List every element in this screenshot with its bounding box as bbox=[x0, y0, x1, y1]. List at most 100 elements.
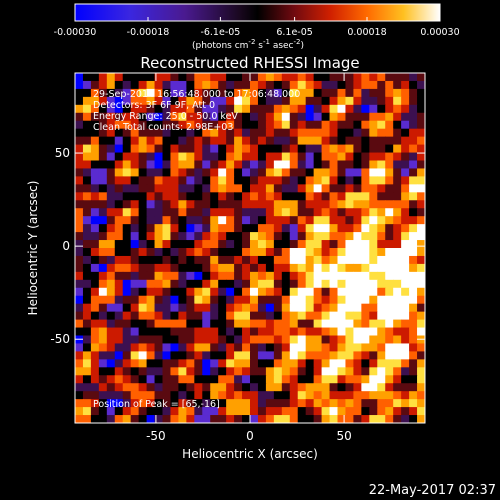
heatmap-cell bbox=[202, 359, 211, 368]
heatmap-cell bbox=[265, 192, 275, 201]
heatmap-cell bbox=[202, 112, 211, 122]
heatmap-cell bbox=[265, 136, 275, 146]
heatmap-cell bbox=[281, 184, 291, 193]
heatmap-cell bbox=[273, 335, 283, 345]
heatmap-cell bbox=[106, 144, 116, 154]
heatmap-cell bbox=[122, 144, 132, 154]
heatmap-cell bbox=[170, 80, 180, 90]
heatmap-cell bbox=[178, 351, 187, 360]
y-tick-label: 0 bbox=[62, 239, 70, 253]
heatmap-cell bbox=[170, 415, 180, 423]
heatmap-cell bbox=[75, 168, 84, 178]
heatmap-cell bbox=[98, 287, 108, 297]
heatmap-cell bbox=[98, 343, 108, 353]
heatmap-cell bbox=[337, 80, 347, 90]
heatmap-cell bbox=[401, 152, 410, 162]
heatmap-cell bbox=[250, 279, 259, 289]
heatmap-cell bbox=[361, 311, 370, 321]
heatmap-cell bbox=[337, 73, 347, 82]
heatmap-cell bbox=[226, 335, 235, 345]
heatmap-cell bbox=[202, 232, 211, 241]
heatmap-cell bbox=[321, 136, 331, 146]
heatmap-cell bbox=[313, 263, 323, 273]
heatmap-cell bbox=[90, 391, 100, 400]
heatmap-cell bbox=[409, 73, 418, 82]
heatmap-cell bbox=[210, 176, 219, 185]
heatmap-cell bbox=[154, 176, 164, 185]
heatmap-cell bbox=[329, 399, 339, 408]
heatmap-cell bbox=[281, 303, 291, 313]
heatmap-cell bbox=[273, 152, 283, 162]
heatmap-cell bbox=[154, 73, 164, 82]
heatmap-cell bbox=[257, 399, 267, 408]
heatmap-cell bbox=[353, 240, 362, 249]
heatmap-cell bbox=[90, 367, 100, 376]
heatmap-cell bbox=[361, 152, 370, 162]
heatmap-cell bbox=[138, 88, 148, 98]
heatmap-cell bbox=[106, 367, 116, 376]
heatmap-cell bbox=[345, 311, 355, 321]
heatmap-cell bbox=[98, 359, 108, 368]
heatmap-cell bbox=[345, 136, 355, 146]
heatmap-cell bbox=[393, 407, 402, 416]
heatmap-cell bbox=[226, 375, 235, 384]
heatmap-cell bbox=[345, 287, 355, 297]
heatmap-cell bbox=[242, 88, 251, 98]
heatmap-cell bbox=[162, 104, 172, 114]
heatmap-cell bbox=[82, 176, 92, 185]
heatmap-cell bbox=[210, 80, 219, 90]
heatmap-cell bbox=[329, 184, 339, 193]
heatmap-cell bbox=[75, 152, 84, 162]
heatmap-cell bbox=[409, 136, 418, 146]
heatmap-cell bbox=[321, 319, 331, 329]
heatmap-cell bbox=[170, 311, 180, 321]
heatmap-cell bbox=[226, 359, 235, 368]
heatmap-cell bbox=[369, 216, 378, 225]
heatmap-cell bbox=[202, 367, 211, 376]
heatmap-cell bbox=[265, 343, 275, 353]
heatmap-cell bbox=[305, 88, 315, 98]
heatmap-cell bbox=[82, 271, 92, 281]
heatmap-cell bbox=[409, 224, 418, 233]
heatmap-cell bbox=[385, 240, 394, 249]
heatmap-cell bbox=[82, 112, 92, 122]
heatmap-cell bbox=[361, 399, 370, 408]
heatmap-cell bbox=[289, 263, 299, 273]
heatmap-cell bbox=[385, 351, 394, 360]
heatmap-cell bbox=[154, 216, 164, 225]
heatmap-cell bbox=[210, 375, 219, 384]
heatmap-cell bbox=[265, 152, 275, 162]
heatmap-cell bbox=[369, 152, 378, 162]
heatmap-cell bbox=[170, 224, 180, 233]
heatmap-cell bbox=[305, 104, 315, 114]
heatmap-cell bbox=[250, 383, 259, 392]
heatmap-cell bbox=[154, 359, 164, 368]
heatmap-cell bbox=[409, 335, 418, 345]
heatmap-cell bbox=[90, 176, 100, 185]
heatmap-cell bbox=[146, 248, 156, 257]
heatmap-cell bbox=[273, 343, 283, 353]
heatmap-cell bbox=[242, 160, 251, 170]
heatmap-cell bbox=[353, 303, 362, 313]
heatmap-cell bbox=[210, 279, 219, 289]
heatmap-cell bbox=[281, 152, 291, 162]
heatmap-cell bbox=[178, 232, 187, 241]
heatmap-cell bbox=[337, 176, 347, 185]
heatmap-cell bbox=[170, 160, 180, 170]
heatmap-cell bbox=[234, 391, 243, 400]
heatmap-cell bbox=[202, 176, 211, 185]
heatmap-cell bbox=[297, 279, 307, 289]
heatmap-cell bbox=[194, 73, 203, 82]
heatmap-cell bbox=[361, 168, 370, 178]
heatmap-cell bbox=[369, 248, 378, 257]
heatmap-cell bbox=[82, 224, 92, 233]
heatmap-cell bbox=[321, 327, 331, 337]
heatmap-cell bbox=[250, 391, 259, 400]
colorbar-tick-label: -0.00030 bbox=[54, 27, 97, 38]
heatmap-cell bbox=[257, 88, 267, 98]
heatmap-cell bbox=[170, 232, 180, 241]
heatmap-cell bbox=[130, 168, 140, 178]
heatmap-cell bbox=[194, 263, 203, 273]
heatmap-cell bbox=[146, 168, 156, 178]
heatmap-cell bbox=[170, 263, 180, 273]
